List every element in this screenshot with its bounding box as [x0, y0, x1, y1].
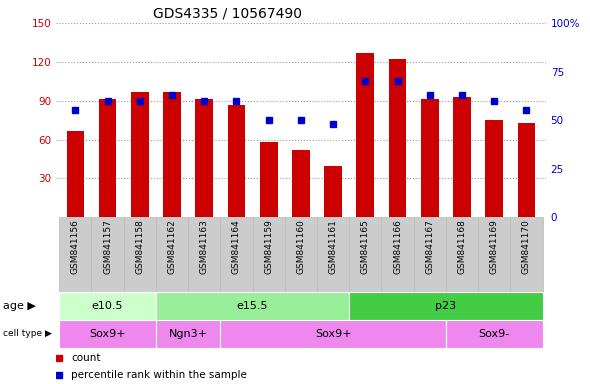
Bar — [228, 105, 245, 217]
Bar — [260, 142, 277, 217]
Text: e15.5: e15.5 — [237, 301, 268, 311]
Bar — [253, 217, 285, 292]
Bar — [349, 292, 543, 320]
Bar — [163, 92, 181, 217]
Bar — [67, 131, 84, 217]
Text: e10.5: e10.5 — [92, 301, 123, 311]
Bar — [446, 320, 543, 348]
Bar — [324, 166, 342, 217]
Text: cell type ▶: cell type ▶ — [3, 329, 52, 338]
Text: GSM841170: GSM841170 — [522, 220, 531, 275]
Text: Ngn3+: Ngn3+ — [169, 329, 208, 339]
Bar — [285, 217, 317, 292]
Text: Sox9+: Sox9+ — [315, 329, 352, 339]
Text: GSM841167: GSM841167 — [425, 220, 434, 275]
Bar — [220, 217, 253, 292]
Bar — [414, 217, 446, 292]
Text: count: count — [71, 353, 101, 363]
Bar — [131, 92, 149, 217]
Text: GSM841169: GSM841169 — [490, 220, 499, 275]
Bar — [349, 217, 382, 292]
Text: GSM841159: GSM841159 — [264, 220, 273, 275]
Bar — [421, 99, 438, 217]
Bar — [156, 320, 220, 348]
Bar — [156, 217, 188, 292]
Bar — [220, 320, 446, 348]
Text: GSM841164: GSM841164 — [232, 220, 241, 274]
Bar — [188, 217, 220, 292]
Bar — [356, 53, 374, 217]
Text: GSM841160: GSM841160 — [296, 220, 306, 275]
Bar — [317, 217, 349, 292]
Bar — [124, 217, 156, 292]
Bar — [59, 292, 156, 320]
Bar — [486, 120, 503, 217]
Text: Sox9+: Sox9+ — [89, 329, 126, 339]
Text: GSM841165: GSM841165 — [361, 220, 370, 275]
Text: percentile rank within the sample: percentile rank within the sample — [71, 370, 247, 380]
Text: GSM841156: GSM841156 — [71, 220, 80, 275]
Bar — [156, 292, 349, 320]
Bar — [510, 217, 543, 292]
Bar — [91, 217, 124, 292]
Text: GSM841162: GSM841162 — [168, 220, 176, 274]
Bar — [99, 99, 116, 217]
Bar — [389, 59, 407, 217]
Bar — [59, 320, 156, 348]
Bar — [195, 99, 213, 217]
Text: GSM841157: GSM841157 — [103, 220, 112, 275]
Text: GSM841168: GSM841168 — [457, 220, 467, 275]
Bar — [382, 217, 414, 292]
Bar — [446, 217, 478, 292]
Bar — [59, 217, 91, 292]
Bar — [292, 150, 310, 217]
Bar — [453, 97, 471, 217]
Text: GSM841163: GSM841163 — [200, 220, 209, 275]
Text: age ▶: age ▶ — [3, 301, 36, 311]
Text: GDS4335 / 10567490: GDS4335 / 10567490 — [153, 7, 302, 21]
Bar — [517, 123, 535, 217]
Text: GSM841166: GSM841166 — [393, 220, 402, 275]
Text: p23: p23 — [435, 301, 457, 311]
Bar — [478, 217, 510, 292]
Text: GSM841158: GSM841158 — [135, 220, 145, 275]
Text: Sox9-: Sox9- — [478, 329, 510, 339]
Text: GSM841161: GSM841161 — [329, 220, 337, 275]
